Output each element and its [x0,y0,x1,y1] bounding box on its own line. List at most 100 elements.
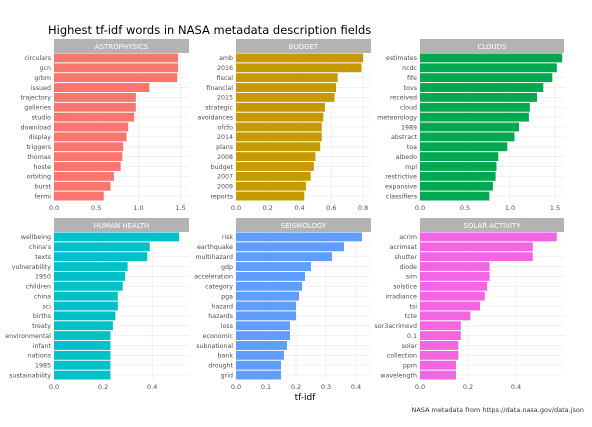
category-label: earthquake [197,244,233,251]
bar [420,350,459,360]
x-tick-label: 0.0 [49,204,59,212]
x-tick-label: 1.0 [505,204,515,212]
bar [420,132,515,142]
category-label: children [26,284,51,291]
bar [54,232,180,242]
category-label: acrim [399,234,417,241]
category-label: estimates [386,55,417,62]
bar [420,63,557,73]
category-label: gcn [40,65,51,72]
bar [420,252,533,262]
x-tick-label: 0.2 [263,204,273,212]
category-label: drought [208,363,233,370]
category-label: births [33,313,51,320]
category-label: fermi [35,193,52,200]
category-label: nations [28,353,51,360]
category-label: ncdc [402,65,417,72]
facet-strip-label: SOLAR ACTIVITY [463,222,521,230]
facet-strip-label: ASTROPHYSICS [95,43,149,51]
facet-strip [236,218,371,232]
category-label: sustainability [9,372,51,379]
bar [420,142,508,152]
facet-astrophysics: ASTROPHYSICS circulars gcn grbm issued trajec… [20,39,189,212]
bar [420,262,490,271]
bar [54,152,123,162]
bar [236,171,311,181]
bar [420,232,557,242]
category-label: solstice [393,284,417,291]
category-label: burst [35,184,52,191]
bar [236,321,290,331]
category-label: meteorology [377,114,417,121]
bar [236,291,299,301]
category-label: 2007 [217,174,233,181]
bar [236,162,314,171]
bar [236,142,321,152]
x-tick-label: 0.0 [231,383,241,391]
category-label: avoidances [197,114,233,121]
bar [54,271,126,281]
bar [236,232,362,242]
bar [236,122,322,132]
category-label: 1950 [35,274,51,281]
category-label: sor3acrimsvd [374,323,417,330]
facet-solar-activity: SOLAR ACTIVITY acrim acrimsat shutter diode s… [374,218,564,391]
category-label: 0.1 [407,333,417,340]
x-tick-label: 0.0 [415,383,425,391]
bar [420,242,533,252]
bar [420,92,537,102]
category-label: collection [387,353,417,360]
category-label: received [390,95,417,102]
category-label: grbm [34,75,51,82]
bar [54,360,111,370]
category-label: china's [29,244,51,251]
bar [54,331,111,341]
category-label: tcte [405,313,417,320]
category-label: shutter [394,254,417,261]
bar [236,252,332,262]
bar [236,53,364,63]
category-label: pga [221,293,233,300]
category-label: albedo [396,154,417,161]
bar [420,112,529,122]
bar [54,112,135,122]
bar [420,171,496,181]
category-label: trajectory [20,95,51,102]
facet-strip [54,218,189,232]
category-label: 2014 [217,134,233,141]
facet-strip [420,39,564,53]
bar [236,83,337,92]
bar [54,181,111,191]
category-label: triggers [26,144,51,151]
bar [54,83,150,92]
facet-strip [54,39,189,53]
bar [236,331,290,341]
bar [420,311,471,321]
category-label: expansive [385,184,417,191]
category-label: plans [216,144,233,151]
category-label: hoste [34,164,52,171]
chart-caption: NASA metadata from https://data.nasa.gov… [411,406,584,414]
bar [54,321,113,331]
bar [54,281,123,291]
bar [54,341,111,350]
x-tick-label: 0.4 [351,383,361,391]
bar [236,132,322,142]
bar [420,331,461,341]
category-label: ofcfo [217,124,233,131]
category-label: subnational [196,343,233,350]
category-label: fife [407,75,417,82]
bar [236,191,305,201]
bar [236,271,305,281]
category-label: hazard [212,303,234,310]
bar [54,53,179,63]
category-label: budget [211,164,234,171]
bar [54,252,148,262]
category-label: infant [33,343,52,350]
category-label: economic [203,333,234,340]
x-tick-label: 0.4 [294,204,304,212]
x-tick-label: 0.0 [231,204,241,212]
x-tick-label: 0.1 [261,383,271,391]
x-axis-label: tf-idf [295,393,317,403]
